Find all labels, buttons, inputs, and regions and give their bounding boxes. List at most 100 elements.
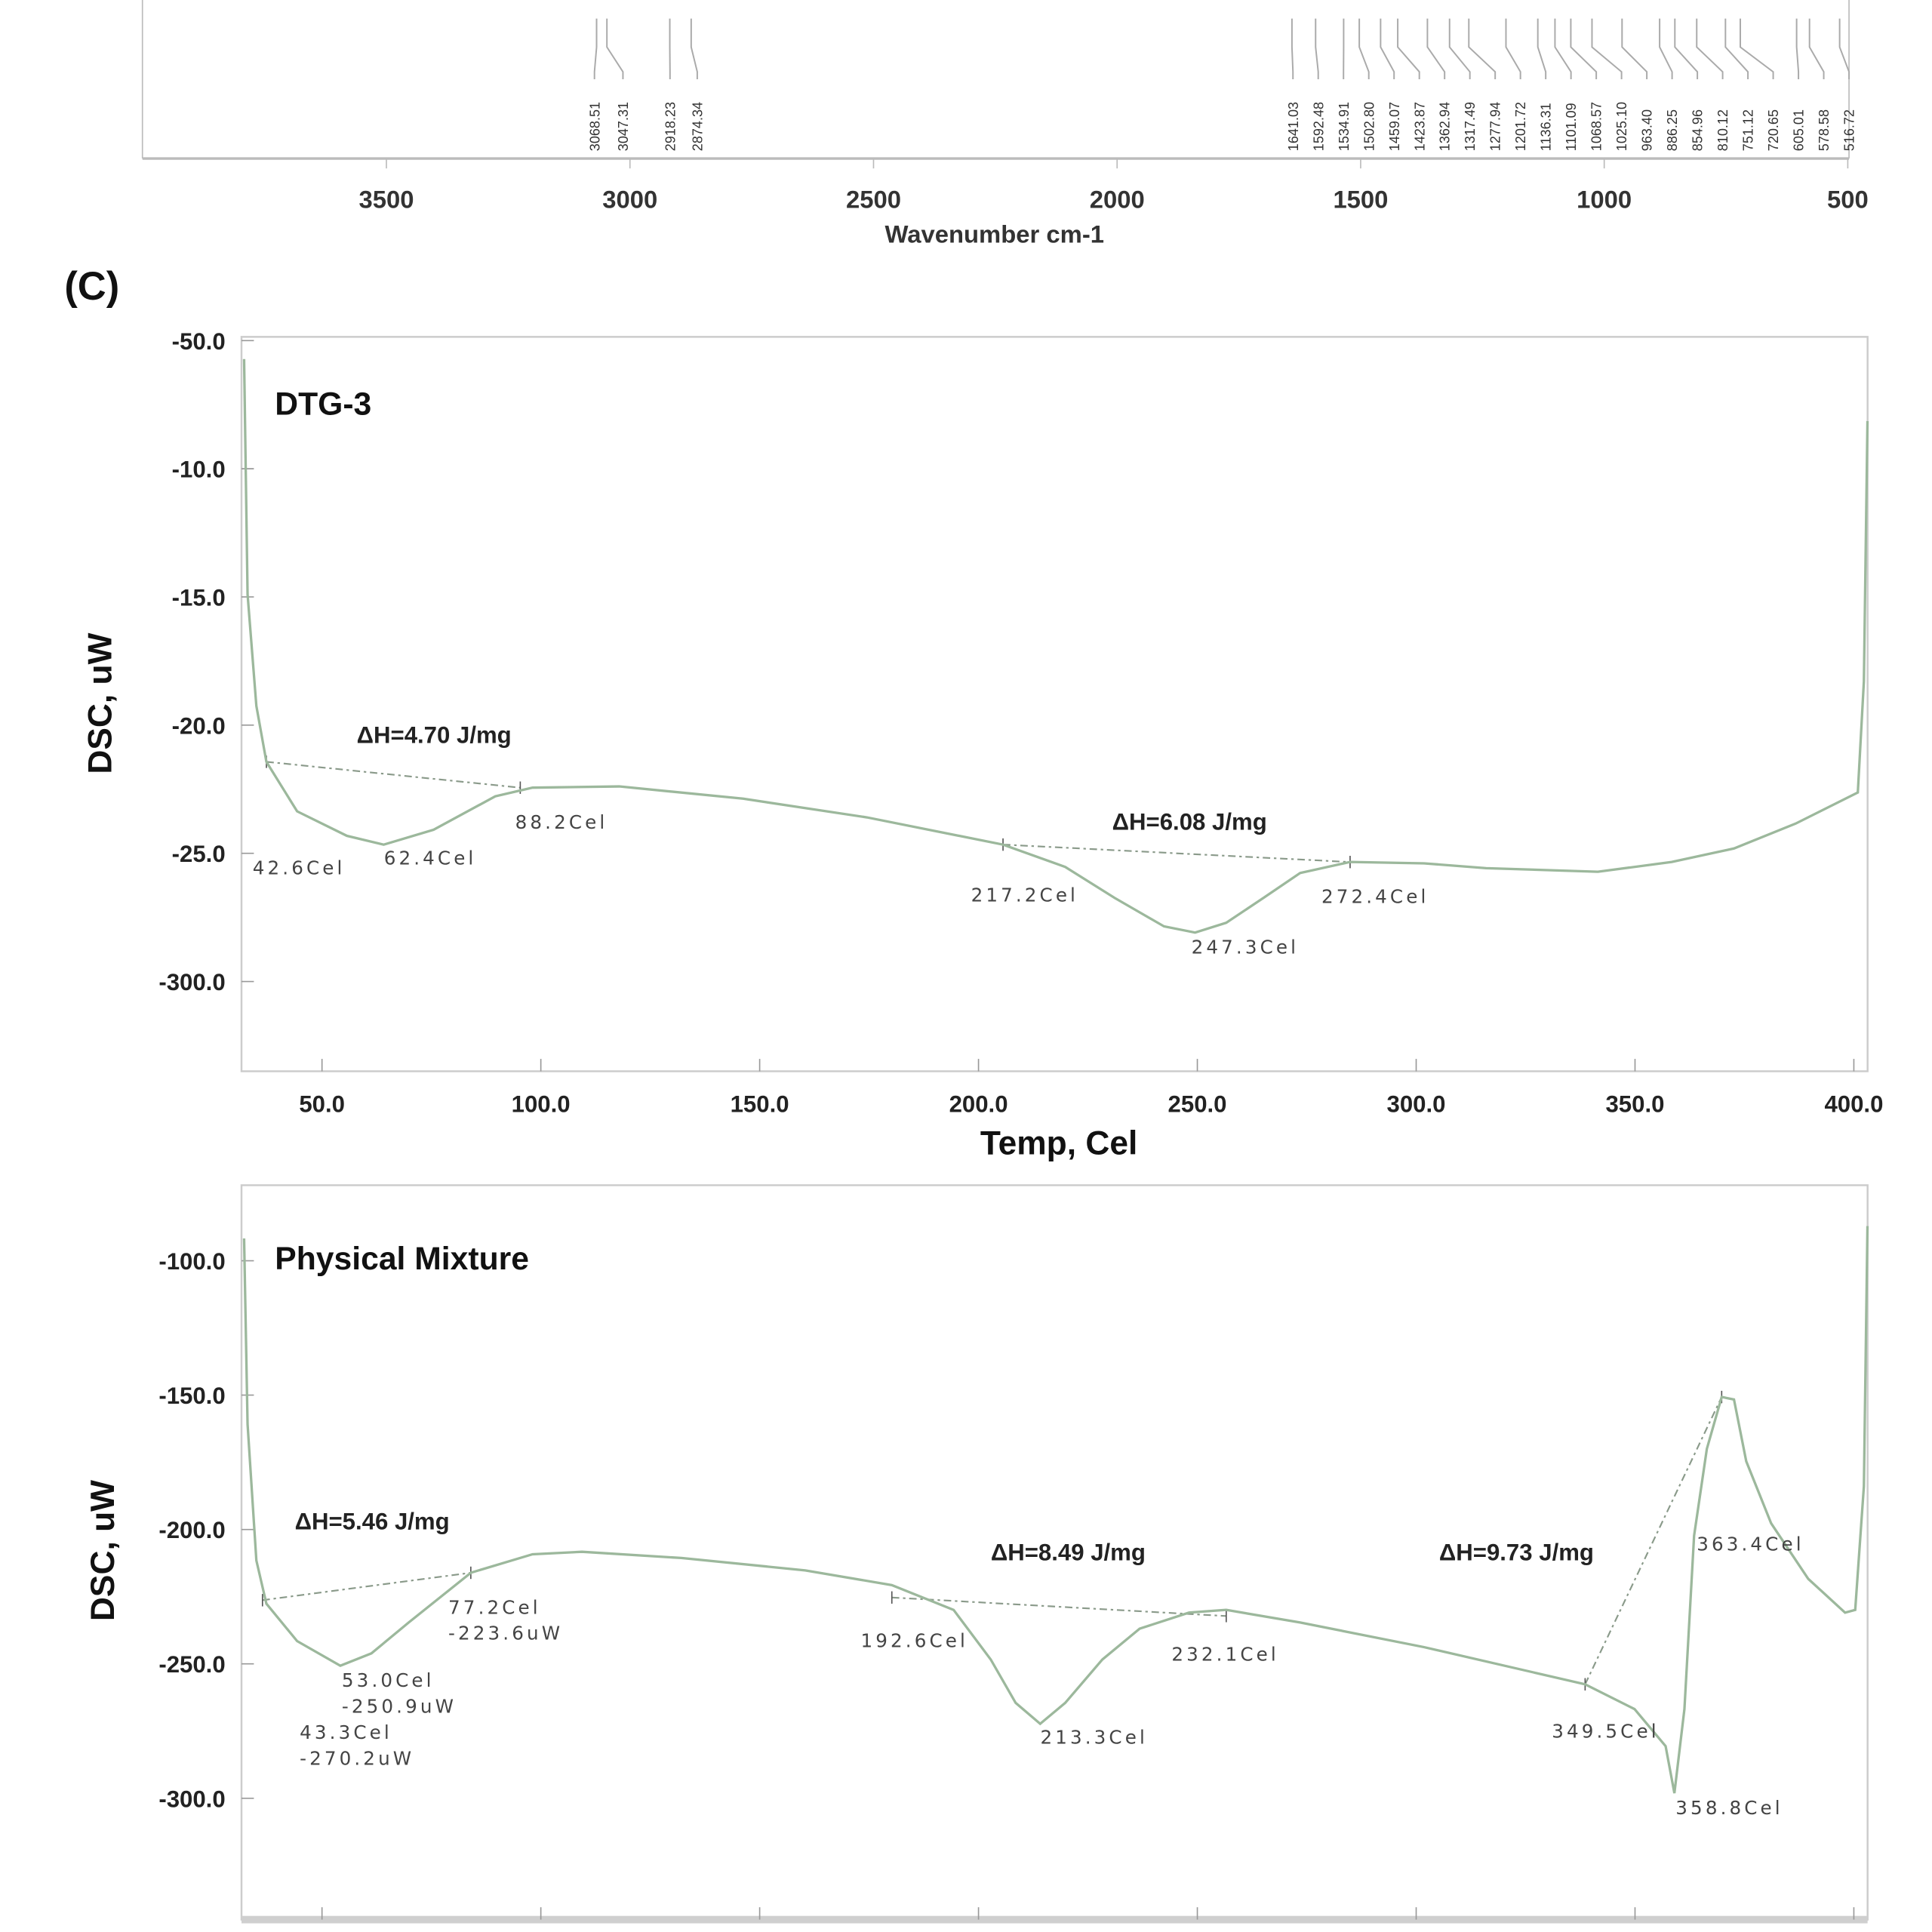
peak-marker [1674, 18, 1699, 80]
peak-annotation: 232.1Cel [1171, 1644, 1278, 1666]
peak-label: 1423.87 [1412, 102, 1427, 151]
peak-marker [1808, 18, 1825, 80]
peak-label: 1101.09 [1564, 103, 1579, 151]
chart-title: DTG-3 [275, 386, 371, 423]
peak-annotation: 217.2Cel [971, 884, 1078, 906]
peak-marker [1554, 18, 1572, 80]
peak-marker [593, 18, 598, 80]
x-tick-label: 500 [1827, 186, 1869, 214]
x-tick-label: 100.0 [512, 1091, 571, 1118]
peak-label: 1362.94 [1438, 102, 1453, 151]
peak-label: 751.12 [1741, 109, 1756, 151]
x-tick-label: 200.0 [949, 1091, 1008, 1118]
x-tick-label: 3500 [359, 186, 414, 214]
baseline [266, 761, 521, 789]
peak-marker [690, 18, 698, 80]
plot-frame [240, 336, 1869, 1072]
y-axis-label: DSC, uW [82, 632, 119, 774]
x-tick-label: 1000 [1577, 186, 1632, 214]
peak-annotation: 363.4Cel [1697, 1534, 1804, 1555]
delta-h-label: ΔH=9.73 J/mg [1439, 1540, 1594, 1566]
peak-label: 578.58 [1817, 109, 1832, 151]
peak-label: 886.25 [1665, 109, 1680, 151]
y-tick-label: -300.0 [158, 969, 225, 995]
peak-label: 1201.72 [1513, 102, 1528, 151]
peak-label: 1641.03 [1286, 102, 1301, 151]
peak-label: 3068.51 [587, 102, 602, 151]
peak-marker [1724, 18, 1749, 80]
delta-h-label: ΔH=4.70 J/mg [357, 722, 512, 749]
peak-annotation: 349.5Cel [1552, 1720, 1659, 1742]
x-tick-label: 2500 [846, 186, 901, 214]
y-tick-label: -15.0 [172, 584, 226, 611]
baseline [891, 1596, 1226, 1617]
peak-marker [1468, 18, 1497, 80]
peak-marker [1358, 18, 1370, 80]
peak-marker [1426, 18, 1446, 80]
peak-label: 1068.57 [1589, 102, 1604, 151]
peak-marker [1659, 18, 1673, 80]
peak-annotation: -223.6uW [448, 1623, 563, 1644]
peak-marker [1740, 18, 1774, 80]
ir-spectrum-panel: 3068.51 3047.31 2918.23 2874.34 1641.03 1592.… [141, 0, 1869, 248]
peak-annotation: 77.2Cel [448, 1596, 541, 1618]
dsc-curve [242, 358, 1869, 934]
y-tick-label: -50.0 [172, 328, 226, 355]
peak-label: 720.65 [1766, 109, 1781, 151]
peak-marker [1696, 18, 1724, 80]
peak-annotation: 62.4Cel [384, 847, 477, 869]
peak-marker [1838, 18, 1850, 80]
delta-h-label: ΔH=5.46 J/mg [295, 1509, 450, 1535]
delta-h-label: ΔH=6.08 J/mg [1112, 808, 1267, 835]
peak-annotation: 192.6Cel [861, 1630, 968, 1652]
peak-marker [606, 18, 624, 80]
peak-annotation: 272.4Cel [1321, 885, 1429, 907]
x-tick-label: 400.0 [1824, 1091, 1883, 1118]
peak-annotation: 53.0Cel [342, 1669, 435, 1691]
peak-annotation: 42.6Cel [253, 857, 346, 879]
dsc-dtg3-chart: 50.0 100.0 150.0 200.0 250.0 300.0 350.0 400.0 -… [82, 328, 1884, 1162]
x-tick-label: 350.0 [1605, 1091, 1664, 1118]
peak-label: 1502.80 [1361, 102, 1377, 151]
peak-marker [1397, 18, 1420, 80]
y-tick-label: -300.0 [158, 1786, 225, 1812]
y-tick-label: -20.0 [172, 712, 226, 739]
x-axis-label: Temp, Cel [980, 1124, 1137, 1161]
ir-x-axis-label: Wavenumber cm-1 [884, 220, 1104, 248]
y-tick-label: -100.0 [158, 1248, 225, 1275]
peak-marker [1448, 18, 1471, 80]
peak-annotation: 358.8Cel [1675, 1797, 1783, 1819]
peak-label: 1025.10 [1614, 102, 1629, 151]
x-tick-label: 150.0 [731, 1091, 789, 1118]
chart-title: Physical Mixture [275, 1241, 529, 1277]
peak-label: 963.40 [1640, 109, 1655, 151]
peak-marker [1621, 18, 1648, 80]
peak-annotation: 88.2Cel [515, 811, 608, 833]
peak-label: 1459.07 [1387, 102, 1402, 151]
x-tick-label: 50.0 [299, 1091, 345, 1118]
peak-marker [1291, 18, 1294, 80]
baseline [262, 1571, 471, 1601]
peak-marker [1795, 18, 1800, 80]
delta-h-label: ΔH=8.49 J/mg [991, 1540, 1146, 1566]
y-tick-label: -250.0 [158, 1651, 225, 1678]
peak-label: 2918.23 [663, 102, 678, 151]
y-tick-label: -150.0 [158, 1383, 225, 1409]
peak-label: 1317.49 [1463, 102, 1478, 151]
y-tick-label: -10.0 [172, 457, 226, 483]
x-axis-bar [242, 1915, 1868, 1924]
y-tick-label: -25.0 [172, 841, 226, 867]
x-tick-label: 300.0 [1387, 1091, 1446, 1118]
peak-label: 3047.31 [616, 102, 631, 151]
peak-label: 854.96 [1690, 109, 1706, 151]
peak-annotation: -270.2uW [300, 1747, 414, 1769]
peak-label: 1534.91 [1337, 102, 1352, 151]
peak-marker [1380, 18, 1395, 80]
peak-annotation: -250.9uW [342, 1696, 457, 1718]
y-axis-label: DSC, uW [85, 1480, 122, 1621]
peak-label: 1277.94 [1488, 102, 1503, 151]
peak-annotation: 43.3Cel [300, 1721, 392, 1743]
peak-label: 516.72 [1842, 109, 1857, 151]
peak-label: 810.12 [1715, 109, 1730, 151]
